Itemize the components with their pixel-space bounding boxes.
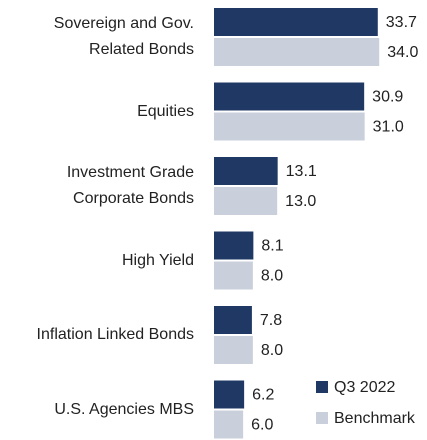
category-label: Equities [137,102,194,120]
value-label: 6.0 [251,417,273,434]
value-label: 33.7 [386,14,417,31]
value-label: 34.0 [387,44,418,61]
category-label: Investment Grade Corporate Bonds [66,164,194,207]
bar [214,112,365,141]
bar [214,157,278,185]
value-label: 8.1 [261,238,283,255]
category-label: Sovereign and Gov. Related Bonds [53,15,194,58]
category-label: High Yield [121,251,194,269]
bar [214,306,252,334]
bar [214,261,253,290]
legend-swatch [316,381,328,393]
legend-label: Q3 2022 [334,379,395,396]
value-label: 6.2 [252,387,274,404]
legend-label: Benchmark [334,410,416,427]
bar [214,380,245,409]
value-label: 8.0 [261,342,283,359]
category-label: Inflation Linked Bonds [36,326,194,343]
value-label: 30.9 [372,89,403,106]
value-label: 31.0 [373,119,404,136]
value-label: 7.8 [260,312,282,329]
value-label: 8.0 [261,268,283,285]
bar [214,410,244,439]
value-label: 13.0 [285,193,316,210]
bar [214,187,278,215]
bar [214,336,253,364]
legend-swatch [316,412,328,424]
bar [214,82,365,111]
bar [214,38,380,66]
bar [214,8,378,36]
value-label: 13.1 [286,163,317,180]
bar [214,231,254,260]
category-label: U.S. Agencies MBS [54,400,194,418]
